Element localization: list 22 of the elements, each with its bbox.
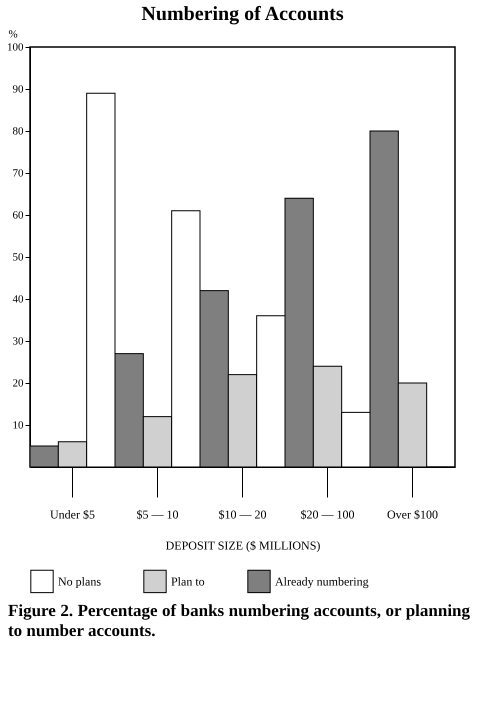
y-tick-label: 90 xyxy=(12,84,24,96)
caption: Figure 2. Percentage of banks numbering accounts, or planning to number accounts. xyxy=(8,601,470,640)
legend-label: Plan to xyxy=(171,574,205,588)
x-tick-label: Under $5 xyxy=(50,508,95,522)
y-axis-title: % xyxy=(8,28,18,40)
y-tick-label: 10 xyxy=(12,420,24,432)
y-tick-label: 20 xyxy=(12,378,24,390)
y-tick-label: 70 xyxy=(12,168,24,180)
x-tick-label: Over $100 xyxy=(387,508,438,522)
x-axis-title: DEPOSIT SIZE ($ MILLIONS) xyxy=(166,538,320,552)
legend-label: Already numbering xyxy=(275,574,369,588)
y-tick-label: 50 xyxy=(12,252,24,264)
y-tick-label: 100 xyxy=(7,42,24,54)
chart-title: Numbering of Accounts xyxy=(141,3,344,25)
x-tick-label: $20 — 100 xyxy=(300,508,354,522)
x-tick-label: $5 — 10 xyxy=(136,508,178,522)
y-tick-label: 80 xyxy=(12,126,24,138)
legend-label: No plans xyxy=(58,574,102,588)
y-tick-label: 30 xyxy=(12,336,24,348)
y-tick-label: 60 xyxy=(12,210,24,222)
y-tick-label: 40 xyxy=(12,294,24,306)
x-tick-label: $10 — 20 xyxy=(218,508,266,522)
